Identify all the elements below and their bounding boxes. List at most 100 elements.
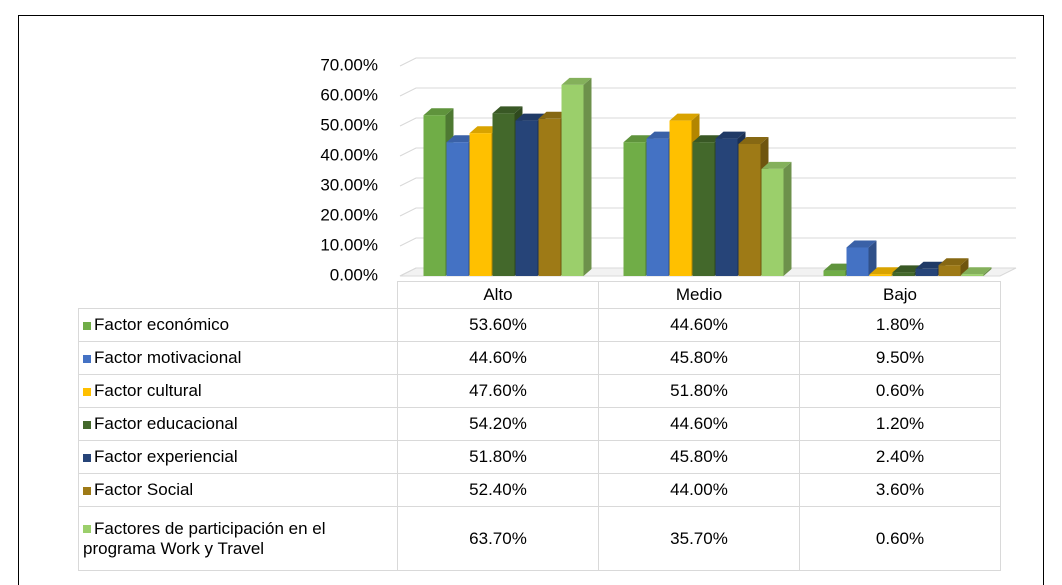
value-label: 51.80% <box>598 374 800 408</box>
grid-line <box>399 237 1016 247</box>
bar-front <box>915 268 938 276</box>
legend-entry: Factor Social <box>78 473 398 507</box>
bar-front <box>561 84 584 277</box>
grid-line <box>399 177 1016 187</box>
value-label: 53.60% <box>397 308 599 342</box>
value-label: 45.80% <box>598 440 800 474</box>
bar-top <box>869 267 900 275</box>
bar-top <box>515 113 546 121</box>
page: {"chart_data": {"type": "bar3d", "catego… <box>18 15 1044 585</box>
legend-label: Factores de participación en el programa… <box>83 518 326 558</box>
bar-top <box>738 137 769 144</box>
bar-front <box>961 274 984 276</box>
bar-front <box>846 247 869 276</box>
category-label: Medio <box>598 281 800 309</box>
legend-label: Factor cultural <box>94 381 202 400</box>
bar-front <box>715 138 738 276</box>
legend-entry: Factor cultural <box>78 374 398 408</box>
value-label: 45.80% <box>598 341 800 375</box>
bar-top <box>692 135 723 143</box>
legend-swatch <box>83 525 91 534</box>
table-row: Factor educacional 54.20% 44.60% 1.20% <box>78 407 1001 441</box>
table-row: Factor económico 53.60% 44.60% 1.80% <box>78 308 1001 342</box>
bar <box>938 258 969 276</box>
bar-top <box>761 161 792 169</box>
legend-label: Factor Social <box>94 480 194 499</box>
value-label: 44.60% <box>397 341 599 375</box>
bar-front <box>823 270 846 276</box>
value-label: 3.60% <box>799 473 1001 507</box>
bar-top <box>623 135 654 143</box>
bar-top <box>469 126 500 134</box>
legend-swatch <box>83 321 91 330</box>
bar-side <box>583 77 592 277</box>
legend-entry: Factor educacional <box>78 407 398 441</box>
bar-front <box>692 142 715 276</box>
header-row: Alto Medio Bajo <box>78 281 1001 309</box>
bar-top <box>561 77 592 85</box>
y-tick-label: 10.00% <box>320 235 378 254</box>
bar-front <box>669 120 692 276</box>
legend-swatch <box>83 453 91 462</box>
y-tick-label: 60.00% <box>320 85 378 104</box>
bar <box>961 267 992 276</box>
bar-front <box>738 144 761 276</box>
bar-top <box>892 265 923 273</box>
bar-top <box>915 261 946 269</box>
bar-top <box>823 263 854 271</box>
legend-entry: Factor experiencial <box>78 440 398 474</box>
legend-swatch <box>83 420 91 429</box>
value-label: 63.70% <box>397 506 599 571</box>
chart-frame <box>18 15 1044 585</box>
bar-front <box>623 142 646 276</box>
y-tick-label: 70.00% <box>320 55 378 74</box>
bar-front <box>446 142 469 276</box>
legend-entry: Factor motivacional <box>78 341 398 375</box>
table-row: Factor cultural 47.60% 51.80% 0.60% <box>78 374 1001 408</box>
legend-swatch <box>83 486 91 495</box>
value-label: 44.60% <box>598 308 800 342</box>
grid-line <box>399 57 1016 67</box>
value-label: 2.40% <box>799 440 1001 474</box>
bar-top <box>538 111 569 119</box>
bar-front <box>646 138 669 276</box>
bar-front <box>938 265 961 276</box>
legend-entry: Factor económico <box>78 308 398 342</box>
bar-front <box>761 168 784 276</box>
value-label: 35.70% <box>598 506 800 571</box>
bar-front <box>469 133 492 276</box>
bar-top <box>961 267 992 275</box>
legend-label: Factor experiencial <box>94 447 238 466</box>
bar-front <box>492 113 515 277</box>
grid-line <box>399 87 1016 97</box>
value-label: 0.60% <box>799 374 1001 408</box>
grid-line <box>399 207 1016 217</box>
bar-front <box>869 274 892 276</box>
bar-front <box>515 120 538 276</box>
bar <box>846 240 877 276</box>
bar-side <box>868 240 877 276</box>
value-label: 1.80% <box>799 308 1001 342</box>
category-label: Bajo <box>799 281 1001 309</box>
table-row: Factor Social 52.40% 44.00% 3.60% <box>78 473 1001 507</box>
table-row: Factor experiencial 51.80% 45.80% 2.40% <box>78 440 1001 474</box>
grid-line <box>399 147 1016 157</box>
table-row: Factor motivacional 44.60% 45.80% 9.50% <box>78 341 1001 375</box>
bar-top <box>646 131 677 139</box>
bar-front <box>538 118 561 276</box>
chart: 0.00% 10.00% 20.00% 30.00% 40.00% 50.00% 60.00… <box>320 55 1017 284</box>
value-label: 9.50% <box>799 341 1001 375</box>
value-label: 52.40% <box>397 473 599 507</box>
bar-top <box>446 135 477 143</box>
corner <box>78 281 398 309</box>
bar-side <box>983 267 992 276</box>
table-row: Factores de participación en el programa… <box>78 506 1001 571</box>
bar-top <box>938 258 969 266</box>
bar-top <box>423 108 454 116</box>
legend-swatch <box>83 387 91 396</box>
value-label: 1.20% <box>799 407 1001 441</box>
y-tick-label: 30.00% <box>320 175 378 194</box>
legend-label: Factor económico <box>94 315 230 334</box>
bar-top <box>669 113 700 121</box>
y-tick-label: 20.00% <box>320 205 378 224</box>
